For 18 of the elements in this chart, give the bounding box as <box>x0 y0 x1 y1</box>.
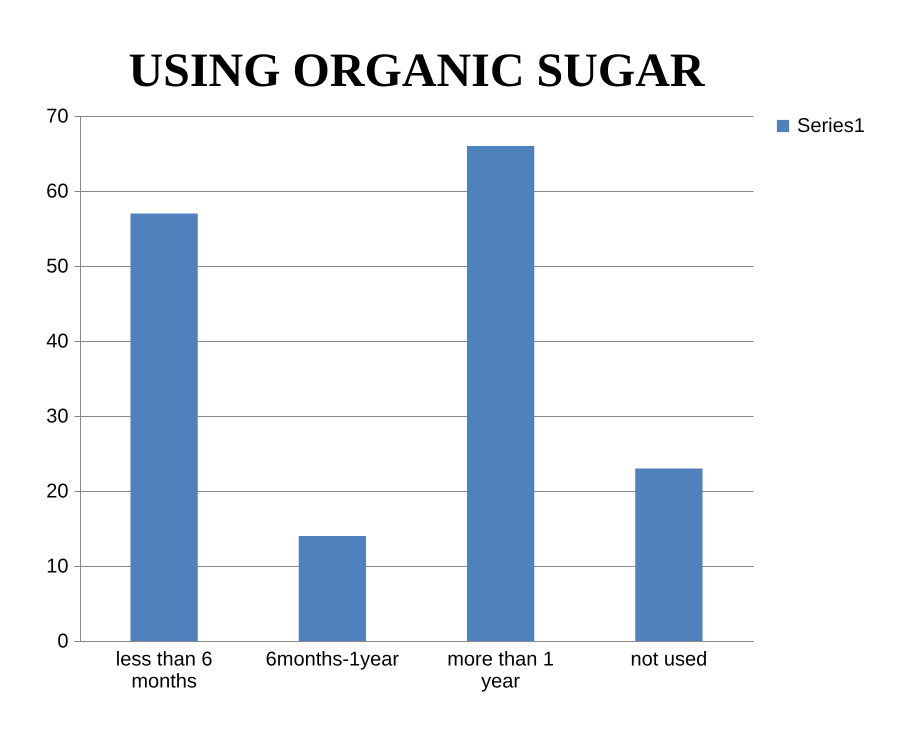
x-tick-label: less than 6 months <box>116 648 212 692</box>
bar <box>466 146 534 641</box>
x-tick-label: more than 1 year <box>447 648 554 692</box>
y-tick-label: 10 <box>46 556 68 578</box>
y-tick-label: 20 <box>46 480 68 502</box>
y-tick-label: 70 <box>46 106 68 128</box>
y-tick-label: 50 <box>46 256 68 278</box>
x-tick-label: not used <box>630 648 708 670</box>
bar <box>298 536 366 641</box>
y-tick-label: 60 <box>46 180 68 202</box>
legend-label: Series1 <box>797 115 865 137</box>
y-tick-label: 40 <box>46 330 68 352</box>
chart-title: USING ORGANIC SUGAR <box>128 44 706 97</box>
y-tick-label: 30 <box>46 406 68 428</box>
bar <box>635 468 703 641</box>
x-tick-label: 6months-1year <box>266 648 400 670</box>
bar <box>130 214 198 641</box>
y-tick-label: 0 <box>57 630 68 652</box>
